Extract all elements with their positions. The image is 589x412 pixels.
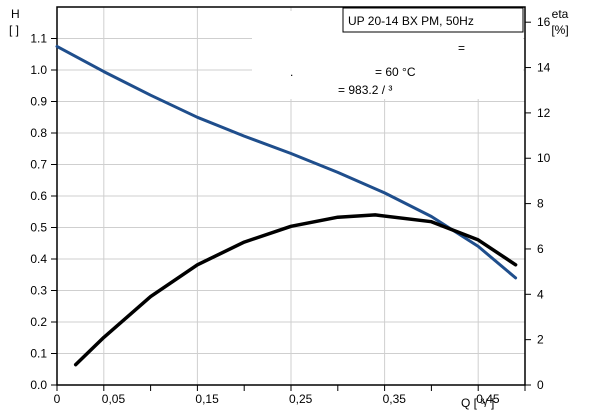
title-box [342,7,524,33]
y-left-tick-label: 0.5 [30,221,47,235]
grid-lines [57,7,525,385]
y-right-axis-title: eta [552,7,569,21]
y-left-axis-unit: [ ] [9,23,19,37]
info-box: UP 20-14 BX PM, 50Hz = . = 60 °C = 983.2… [252,7,524,99]
y-right-tick-label: 16 [537,15,551,29]
x-axis-title: Q [ ³/ ] [461,396,494,410]
y-right-tick-label: 6 [537,242,544,256]
y-left-tick-label: 0.2 [30,315,47,329]
info-line-3: = 60 °C [375,65,416,79]
series-layer [55,44,518,367]
x-tick-label: 0 [54,392,61,406]
efficiency-curve [73,213,518,367]
y-left-tick-label: 0.6 [30,189,47,203]
x-tick-label: 0,15 [195,392,219,406]
x-tick-label: 0,45 [476,392,500,406]
info-line-4: = 983.2 / ³ [338,83,392,97]
y-right-tick-label: 2 [537,333,544,347]
x-tick-label: 0,25 [289,392,313,406]
info-line-1: = [458,41,465,55]
y-right-axis-unit: [%] [551,23,568,37]
y-left-tick-label: 1.0 [30,63,47,77]
y-left-tick-label: 0.8 [30,126,47,140]
y-left-tick-label: 0.0 [30,378,47,392]
y-left-axis-title: H [11,7,20,21]
ticks-layer: 0 0,05 0,15 0,25 0,35 0,450.00.10.20.30.40.50… [30,15,550,406]
y-right-tick-label: 10 [537,151,551,165]
x-tick-label: 0,05 [102,392,126,406]
y-right-tick-label: 8 [537,197,544,211]
chart-title: UP 20-14 BX PM, 50Hz [348,14,474,28]
y-right-tick-label: 4 [537,287,544,301]
y-left-tick-label: 1.1 [30,32,47,46]
y-left-tick-label: 0.7 [30,158,47,172]
y-left-tick-label: 0.3 [30,284,47,298]
y-left-tick-label: 0.4 [30,252,47,266]
y-left-tick-label: 0.1 [30,347,47,361]
y-right-tick-label: 14 [537,61,551,75]
y-left-tick-label: 0.9 [30,95,47,109]
y-right-tick-label: 12 [537,106,551,120]
info-line-2: . [290,65,293,79]
x-tick-label: 0,35 [383,392,407,406]
y-right-tick-label: 0 [537,378,544,392]
